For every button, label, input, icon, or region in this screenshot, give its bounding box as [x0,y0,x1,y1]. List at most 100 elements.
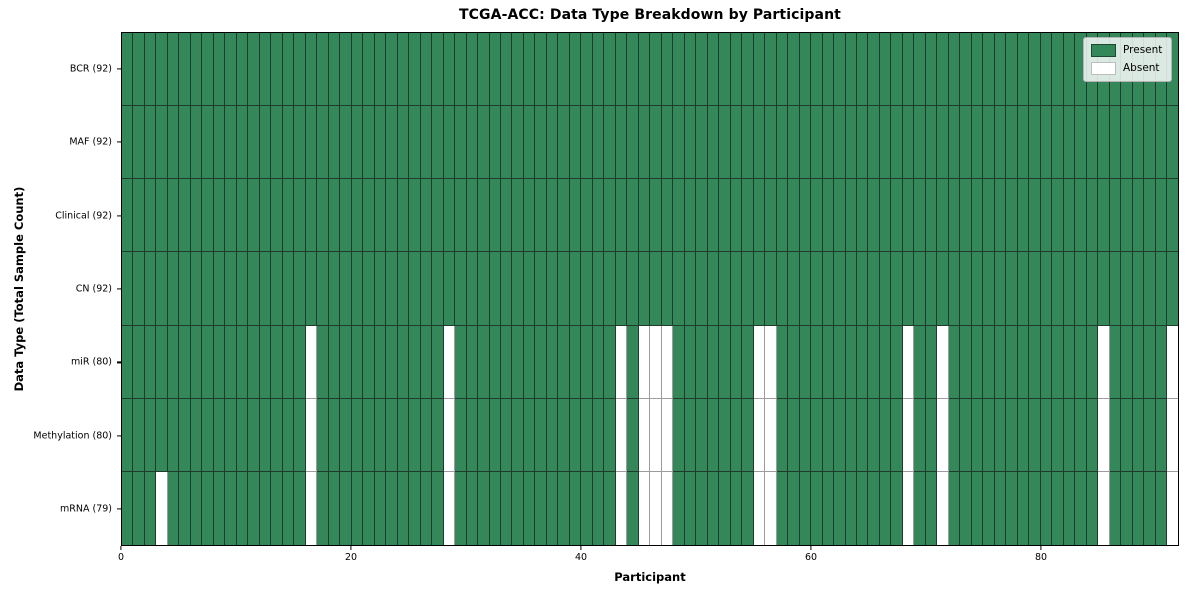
heatmap-cell [719,179,731,253]
heatmap-cell [983,325,995,399]
heatmap-cell [409,252,421,326]
x-tick-mark [120,546,122,550]
heatmap-cell [156,398,168,472]
heatmap-cell [1029,252,1041,326]
heatmap-cell [340,252,352,326]
heatmap-cell [1167,106,1178,180]
heatmap-cell [719,33,731,107]
heatmap-cell [236,398,249,472]
heatmap-cell [776,33,789,107]
heatmap-cell [1017,179,1030,253]
heatmap-cell [546,33,559,107]
legend-present-swatch-icon [1091,44,1116,57]
heatmap-cell [604,179,616,253]
heatmap-cell [213,398,226,472]
heatmap-cell [1121,471,1133,545]
heatmap-cell [742,325,754,399]
heatmap-cell [1006,398,1018,472]
heatmap-cell [753,252,766,326]
heatmap-cell [673,471,685,545]
heatmap-cell [1017,33,1030,107]
heatmap-cell [305,252,318,326]
heatmap-cell [1063,252,1076,326]
heatmap-cell [144,398,157,472]
heatmap-cell [776,325,789,399]
heatmap-cell [765,325,777,399]
heatmap-cell [512,106,524,180]
heatmap-cell [627,398,639,472]
heatmap-cell [294,325,306,399]
heatmap-cell [925,179,938,253]
heatmap-cell [1040,106,1053,180]
heatmap-cell [1017,398,1030,472]
heatmap-cell [799,179,812,253]
heatmap-cell [386,325,398,399]
heatmap-cell [512,471,524,545]
heatmap-cell [707,471,720,545]
heatmap-cell [1086,179,1099,253]
heatmap-cell [1040,325,1053,399]
heatmap-cell [271,179,283,253]
heatmap-cell [1098,179,1110,253]
heatmap-cell [213,471,226,545]
heatmap-cell [190,106,203,180]
heatmap-cell [202,471,214,545]
heatmap-cell [1075,179,1087,253]
heatmap-cell [834,398,846,472]
heatmap-cell [983,252,995,326]
heatmap-cell [190,471,203,545]
heatmap-cell [1155,106,1168,180]
heatmap-cell [133,33,145,107]
heatmap-cell [765,471,777,545]
heatmap-cell [1132,179,1145,253]
heatmap-cell [592,179,605,253]
heatmap-cell [351,325,364,399]
heatmap-cell [122,398,134,472]
heatmap-cell [1040,471,1053,545]
y-tick-mark [117,361,121,364]
heatmap-cell [546,398,559,472]
heatmap-cell [558,252,570,326]
heatmap-cell [271,106,283,180]
heatmap-cell [409,33,421,107]
heatmap-cell [684,179,697,253]
heatmap-cell [868,471,880,545]
heatmap-cell [753,33,766,107]
heatmap-cell [902,106,915,180]
heatmap-cell [937,471,949,545]
heatmap-cell [500,106,513,180]
heatmap-cell [122,106,134,180]
heatmap-cell [328,398,341,472]
heatmap-cell [845,398,857,472]
heatmap-cell [1086,471,1099,545]
heatmap-cell [374,252,387,326]
heatmap-cell [122,33,134,107]
heatmap-cell [948,179,961,253]
heatmap-cell [1029,33,1041,107]
heatmap-cell [891,33,903,107]
heatmap-cell [236,179,249,253]
heatmap-cell [259,252,272,326]
heatmap-cell [673,252,685,326]
heatmap-cell [259,106,272,180]
heatmap-cell [443,33,456,107]
heatmap-cell [960,33,972,107]
heatmap-cell [1006,471,1018,545]
heatmap-cell [1017,252,1030,326]
heatmap-cell [282,106,295,180]
heatmap-cell [925,398,938,472]
heatmap-cell [638,179,651,253]
heatmap-cell [340,106,352,180]
heatmap-cell [317,325,329,399]
heatmap-cell [960,471,972,545]
legend: Present Absent [1083,37,1173,82]
heatmap-cell [765,398,777,472]
heatmap-cell [340,325,352,399]
heatmap-cell [569,398,582,472]
heatmap-cell [455,398,467,472]
heatmap-cell [1040,179,1053,253]
heatmap-cell [1167,325,1178,399]
x-tick-label: 40 [574,552,588,563]
heatmap-cell [937,398,949,472]
heatmap-cell [523,179,536,253]
